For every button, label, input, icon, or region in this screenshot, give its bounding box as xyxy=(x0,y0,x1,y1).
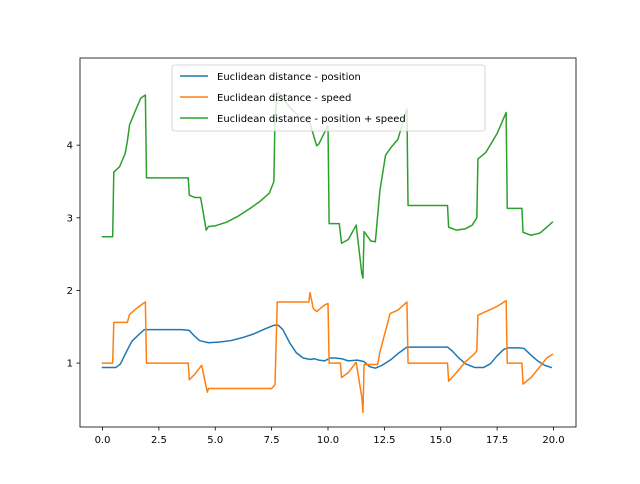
y-tick-label: 3 xyxy=(67,213,73,224)
series-line-2 xyxy=(101,291,554,414)
x-tick-label: 17.5 xyxy=(486,435,508,446)
x-tick-label: 7.5 xyxy=(264,435,280,446)
legend: Euclidean distance - position Euclidean d… xyxy=(171,64,486,132)
legend-label-1: Euclidean distance - position xyxy=(217,72,361,83)
x-tick-label: 5.0 xyxy=(207,435,223,446)
x-axis: 0.0 2.5 5.0 7.5 10.0 12.5 15.0 17.5 20.0 xyxy=(95,427,565,446)
x-tick-label: 12.5 xyxy=(373,435,395,446)
x-tick-label: 2.5 xyxy=(151,435,167,446)
x-tick-label: 10.0 xyxy=(317,435,339,446)
y-tick-label: 1 xyxy=(67,359,73,370)
series-layer xyxy=(101,92,554,414)
series-line-3 xyxy=(101,92,554,279)
x-tick-label: 0.0 xyxy=(95,435,111,446)
legend-box xyxy=(171,64,486,132)
y-axis: 1 2 3 4 xyxy=(67,141,80,370)
legend-label-3: Euclidean distance - position + speed xyxy=(217,114,406,125)
y-tick-label: 4 xyxy=(67,141,73,152)
y-tick-label: 2 xyxy=(67,286,73,297)
series-line-1 xyxy=(101,324,553,369)
x-tick-label: 20.0 xyxy=(542,435,564,446)
legend-label-2: Euclidean distance - speed xyxy=(217,93,351,104)
x-tick-label: 15.0 xyxy=(430,435,452,446)
